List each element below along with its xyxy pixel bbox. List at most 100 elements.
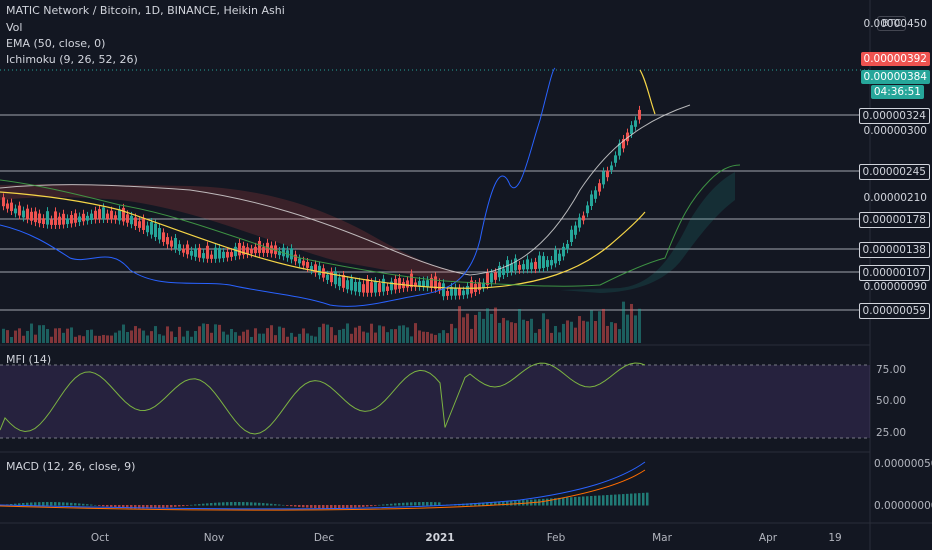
volume-bar [310,335,313,343]
macd-bar [74,503,77,506]
candle-body [446,291,449,296]
candle-body [418,280,421,287]
macd-bar [566,497,569,506]
candle-body [294,254,297,262]
volume-bar [366,332,369,343]
candle-body [230,252,233,257]
candle-body [10,202,13,212]
macd-bar [510,500,513,506]
volume-bar [314,336,317,343]
macd-bar [290,505,293,507]
candle-body [142,218,145,230]
candle-body [6,203,9,209]
mfi-legend[interactable]: MFI (14) [6,353,52,366]
volume-bar [306,333,309,343]
candle-body [38,213,41,224]
macd-bar [414,502,417,506]
candle-body [570,229,573,242]
macd-bar [202,503,205,506]
macd-bar [22,502,25,506]
volume-bar [490,313,493,343]
volume-bar [122,324,125,343]
macd-bar [378,504,381,506]
macd-bar [506,501,509,506]
symbol-title[interactable]: MATIC Network / Bitcoin, 1D, BINANCE, He… [6,4,285,17]
candle-body [330,271,333,283]
macd-line [0,461,646,510]
volume-bar [474,314,477,343]
volume-bar [470,328,473,343]
volume-bar [166,326,169,343]
macd-bar [38,502,41,506]
volume-bar [298,333,301,343]
candle-body [498,265,501,278]
volume-bar [210,332,213,343]
candle-body [74,213,77,223]
candle-body [206,245,209,259]
candle-body [582,215,585,221]
candle-body [166,237,169,245]
candle-body [94,210,97,220]
volume-bar [242,331,245,343]
ichimoku-legend[interactable]: Ichimoku (9, 26, 52, 26) [6,53,138,66]
candle-body [442,283,445,297]
macd-bar [118,505,121,508]
macd-legend[interactable]: MACD (12, 26, close, 9) [6,460,136,473]
volume-bar [438,333,441,343]
candle-body [70,215,73,224]
volume-bar [70,327,73,343]
volume-bar [198,326,201,343]
candle-body [186,244,189,255]
ichimoku-cloud [0,172,735,293]
volume-bar [262,333,265,343]
volume-bar [534,332,537,343]
volume-bar [58,328,61,343]
candle-body [114,215,117,220]
volume-bar [186,330,189,343]
macd-bar [266,503,269,506]
macd-bar [626,493,629,506]
volume-bar [422,331,425,343]
volume-bar [618,329,621,343]
currency-badge[interactable]: BTC [877,16,907,31]
macd-bar [146,505,149,509]
volume-bar [54,328,57,343]
candle-body [34,211,37,223]
macd-bar [190,504,193,506]
candle-body [118,209,121,221]
macd-bar [138,505,141,509]
candle-body [466,285,469,295]
candle-body [506,260,509,274]
volume-bar [194,330,197,343]
candle-body [26,208,29,220]
candle-body [638,109,641,120]
volume-bar [462,317,465,343]
volume-bar [218,324,221,343]
candle-body [46,211,49,225]
ema-legend[interactable]: EMA (50, close, 0) [6,37,106,50]
price-label: 0.00000210 [863,192,927,204]
volume-bar [78,335,81,343]
price-label: 0.00000107 [858,265,930,281]
candle-body [66,218,69,225]
macd-bar [186,505,189,506]
vol-legend[interactable]: Vol [6,21,23,34]
candle-body [198,247,201,258]
candle-body [130,215,133,225]
macd-bar [618,494,621,506]
candle-body [290,248,293,260]
candle-body [18,205,21,216]
volume-bar [158,334,161,343]
macd-bar [638,493,641,506]
macd-bar [590,496,593,506]
volume-bar [494,307,497,343]
trend-line [0,104,691,276]
macd-bar [110,505,113,508]
candle-body [630,125,633,134]
mfi-path [0,362,646,435]
volume-bar [234,332,237,343]
volume-bar [266,328,269,343]
candle-body [174,237,177,249]
volume-bar [374,332,377,343]
